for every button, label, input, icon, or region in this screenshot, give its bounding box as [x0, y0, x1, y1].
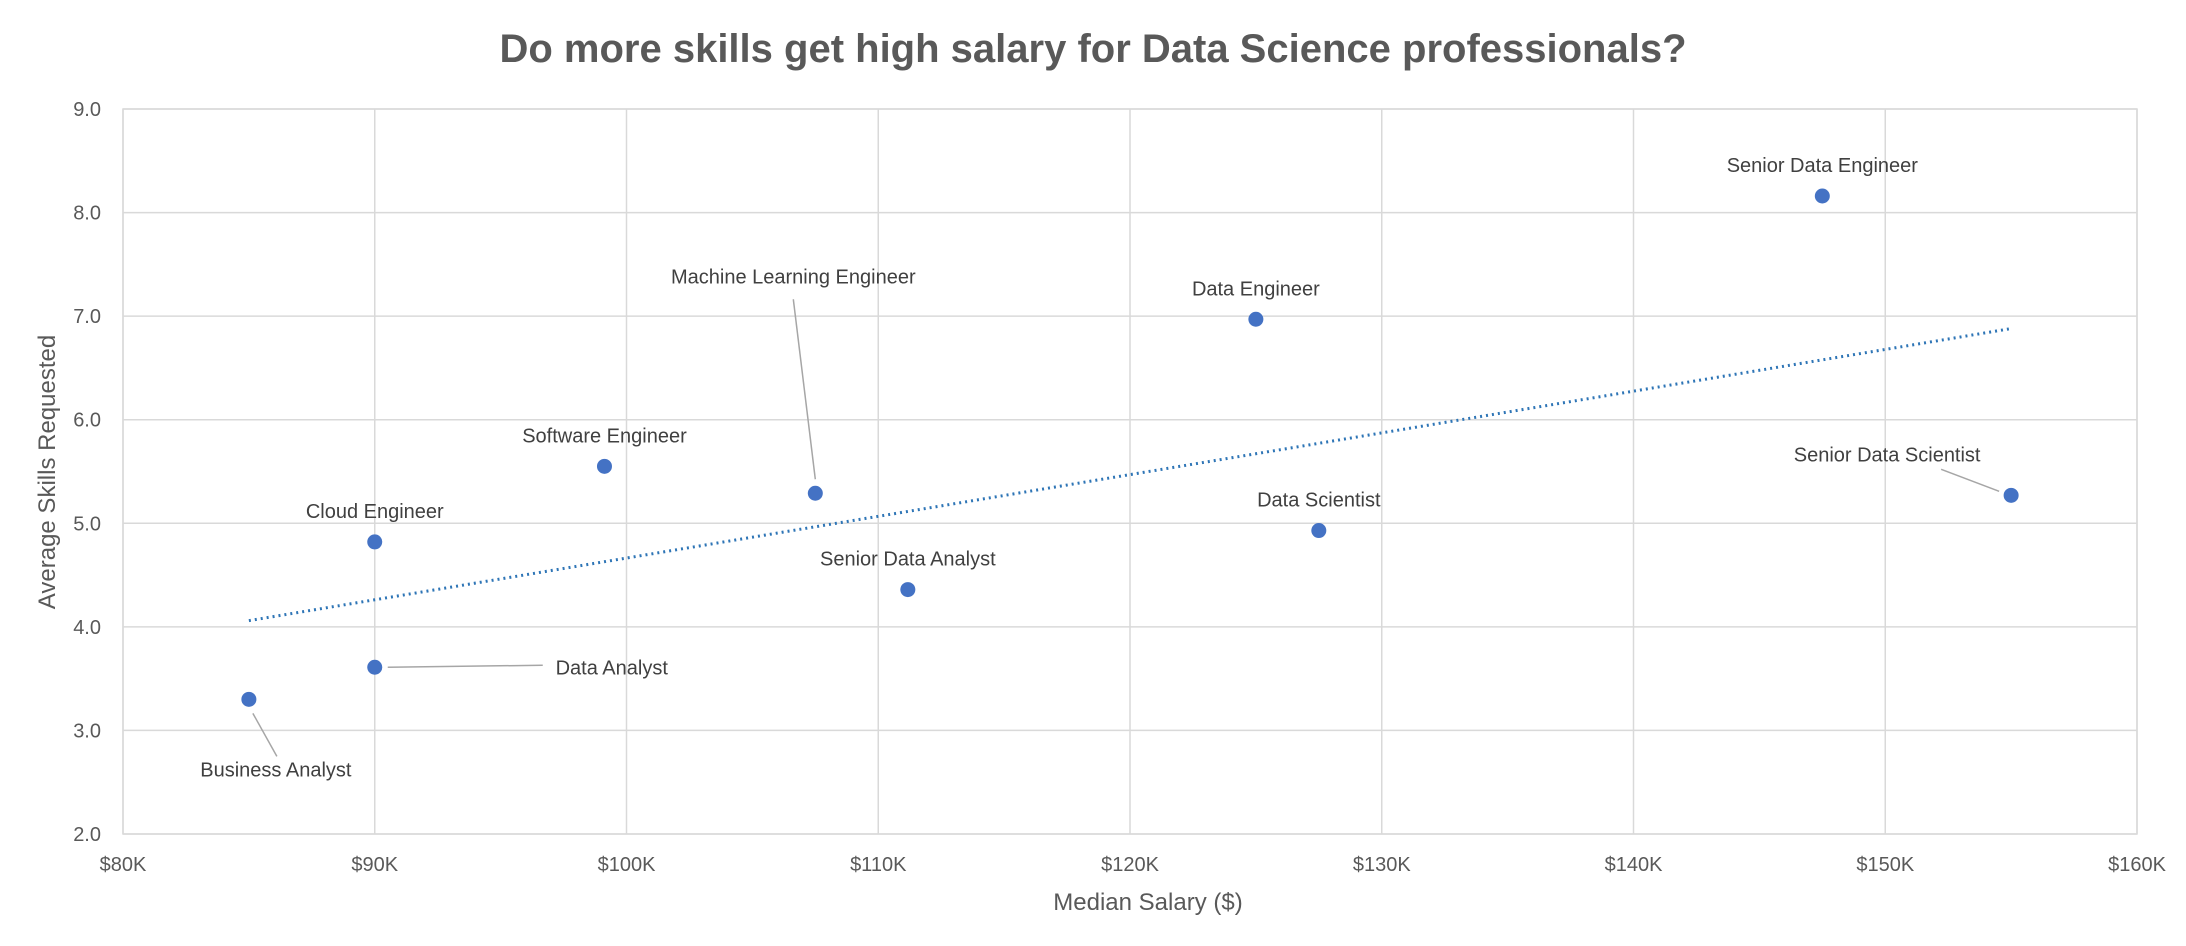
- point-label: Senior Data Engineer: [1727, 155, 1919, 177]
- x-axis-tick-labels: $80K $90K $100K $110K $120K $130K $140K $150K $1…: [100, 854, 2167, 876]
- point-label: Senior Data Scientist: [1794, 444, 1981, 466]
- point-label: Senior Data Analyst: [820, 549, 996, 571]
- trendline-group: [248, 327, 2012, 623]
- y-axis-label: Average Skills Requested: [34, 335, 61, 609]
- x-axis-label: Median Salary ($): [1053, 889, 1242, 916]
- data-point: [807, 485, 823, 501]
- x-tick-label: $120K: [1101, 854, 1159, 876]
- plot-area-border: [122, 108, 2138, 835]
- y-tick-label: 8.0: [73, 203, 101, 225]
- point-labels: Business Analyst Data Analyst Cloud Engine…: [200, 155, 1981, 781]
- point-label: Business Analyst: [200, 759, 352, 781]
- data-point: [900, 582, 916, 598]
- chart-title: Do more skills get high salary for Data …: [499, 27, 1686, 71]
- x-tick-label: $160K: [2108, 854, 2166, 876]
- y-tick-label: 3.0: [73, 720, 101, 742]
- point-label: Software Engineer: [522, 425, 687, 447]
- x-tick-label: $80K: [100, 854, 147, 876]
- y-tick-label: 4.0: [73, 617, 101, 639]
- data-point: [1814, 188, 1830, 204]
- leader-lines: [252, 299, 2000, 757]
- y-tick-label: 7.0: [73, 306, 101, 328]
- leader-line: [252, 712, 278, 757]
- data-points: [241, 188, 2019, 707]
- x-tick-label: $100K: [598, 854, 656, 876]
- data-point: [1311, 523, 1327, 539]
- x-tick-label: $110K: [850, 854, 907, 876]
- point-label: Data Analyst: [556, 657, 669, 679]
- leader-line: [387, 664, 543, 668]
- point-label: Data Scientist: [1257, 490, 1381, 512]
- data-point: [367, 659, 383, 675]
- x-tick-label: $90K: [351, 854, 398, 876]
- point-label: Data Engineer: [1192, 278, 1320, 300]
- data-point: [367, 534, 383, 550]
- x-tick-label: $140K: [1605, 854, 1663, 876]
- data-point: [1248, 311, 1264, 327]
- y-tick-label: 5.0: [73, 513, 101, 535]
- y-tick-label: 6.0: [73, 410, 101, 432]
- y-tick-label: 9.0: [73, 99, 101, 121]
- y-axis-tick-labels: 2.0 3.0 4.0 5.0 6.0 7.0 8.0 9.0: [73, 99, 101, 846]
- point-label: Cloud Engineer: [306, 501, 444, 523]
- x-tick-label: $150K: [1856, 854, 1914, 876]
- y-tick-label: 2.0: [73, 824, 101, 846]
- leader-line: [1940, 468, 2000, 493]
- data-point: [241, 691, 257, 707]
- data-point: [2003, 487, 2019, 503]
- grid-lines: [122, 108, 2138, 835]
- point-label: Machine Learning Engineer: [671, 266, 916, 288]
- x-tick-label: $130K: [1353, 854, 1411, 876]
- trendline: [248, 327, 2012, 623]
- data-point: [596, 458, 612, 474]
- leader-line: [792, 299, 817, 480]
